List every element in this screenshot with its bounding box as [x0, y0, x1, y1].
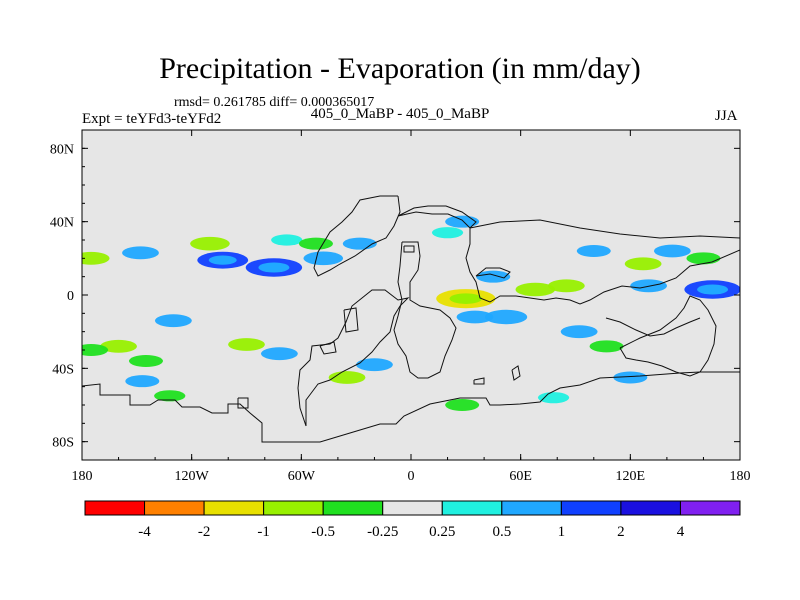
anomaly-region	[686, 252, 721, 265]
colorbar-swatch	[263, 500, 324, 516]
colorbar-label: -2	[198, 524, 211, 540]
coastline-island-d	[473, 377, 485, 385]
anomaly-region-core	[449, 293, 483, 304]
coastline-south-america	[297, 289, 410, 427]
x-tick-label: 0	[408, 469, 415, 484]
colorbar-label: -0.25	[367, 524, 398, 540]
comparison-label: 405_0_MaBP - 405_0_MaBP	[310, 106, 490, 122]
coastline-europe	[397, 205, 477, 229]
anomaly-region	[445, 399, 480, 411]
anomaly-layer	[82, 215, 740, 411]
anomaly-region	[515, 282, 556, 297]
anomaly-region	[82, 344, 109, 356]
colorbar-label: 2	[617, 524, 625, 540]
coastline-island-b	[237, 397, 249, 409]
anomaly-region-core	[208, 255, 237, 265]
experiment-label: Expt = teYFd3-teYFd2	[82, 111, 222, 127]
anomaly-region	[271, 234, 303, 246]
y-tick-label: 40N	[50, 216, 74, 231]
colorbar-label: 0.25	[429, 524, 455, 540]
colorbar-label: -4	[138, 524, 151, 540]
colorbar-swatch	[84, 500, 146, 516]
coastline-africa	[393, 241, 457, 379]
x-tick-label: 60E	[509, 469, 532, 484]
coastline-maritime-continent	[605, 317, 701, 337]
anomaly-region	[456, 310, 494, 324]
colorbar-swatch	[620, 500, 681, 516]
coastline-new-zealand	[343, 307, 359, 333]
anomaly-region	[82, 251, 110, 265]
anomaly-region	[589, 340, 624, 353]
coastline-antarctica	[82, 371, 740, 443]
anomaly-region-core	[697, 284, 729, 295]
y-tick-label: 40S	[52, 362, 74, 377]
y-tick-label: 0	[67, 289, 74, 304]
anomaly-region	[431, 227, 464, 239]
anomaly-region	[303, 251, 344, 266]
anomaly-region	[356, 358, 393, 372]
season-label: JJA	[715, 108, 738, 124]
anomaly-region	[484, 309, 528, 325]
colorbar-swatch	[203, 500, 265, 516]
anomaly-region	[122, 246, 159, 260]
coastline-madagascar	[511, 365, 521, 381]
colorbar-swatch	[322, 500, 384, 516]
anomaly-region	[624, 257, 662, 271]
coastline-arabia	[475, 267, 511, 279]
anomaly-region	[653, 244, 691, 258]
colorbar-swatch	[560, 500, 622, 516]
anomaly-region	[445, 215, 480, 228]
y-tick-label: 80S	[52, 436, 74, 451]
anomaly-region	[154, 314, 192, 328]
anomaly-region	[547, 279, 585, 293]
colorbar-swatch	[382, 500, 443, 516]
anomaly-region	[560, 325, 598, 339]
anomaly-region	[476, 270, 511, 283]
axis-ticks: 180 120W 60W 0 60E 120E 180 80N 40N 0 40S 80S	[50, 129, 751, 484]
map-background	[82, 130, 740, 460]
chart-title: Precipitation - Evaporation (in mm/day)	[159, 52, 641, 85]
anomaly-region-core	[258, 262, 290, 273]
anomaly-region	[298, 237, 333, 250]
coastline-layer	[82, 195, 740, 443]
anomaly-region	[154, 390, 186, 402]
colorbar-label: 4	[677, 524, 685, 540]
anomaly-region	[537, 392, 570, 404]
colorbar-swatch	[144, 500, 205, 516]
anomaly-region	[613, 371, 648, 384]
x-tick-label: 180	[72, 469, 93, 484]
rmsd-diff-stats: rmsd= 0.261785 diff= 0.000365017	[174, 95, 375, 110]
colorbar-label: 1	[558, 524, 566, 540]
coastline-island-c	[403, 245, 415, 253]
anomaly-region	[576, 245, 611, 257]
colorbar-swatch	[679, 500, 741, 516]
coastline-island-a	[319, 341, 337, 355]
colorbar-label: -1	[257, 524, 270, 540]
anomaly-region	[228, 338, 265, 351]
anomaly-region	[190, 236, 230, 251]
y-tick-label: 80N	[50, 142, 74, 157]
coastline-asia	[465, 219, 740, 305]
anomaly-region	[100, 339, 137, 353]
colorbar-swatch	[501, 500, 562, 516]
coastline-australia	[619, 295, 717, 377]
colorbar-label: -0.5	[311, 524, 335, 540]
coastline-north-america	[313, 195, 401, 277]
anomaly-region	[128, 355, 163, 367]
anomaly-region	[125, 375, 160, 388]
colorbar-legend: -4 -2 -1 -0.5 -0.25 0.25 0.5 1 2 4	[84, 500, 741, 540]
colorbar-label: 0.5	[492, 524, 511, 540]
colorbar-swatch	[441, 500, 503, 516]
x-tick-label: 120W	[175, 469, 210, 484]
x-tick-label: 120E	[616, 469, 646, 484]
anomaly-region	[261, 347, 298, 361]
x-tick-label: 60W	[288, 469, 316, 484]
x-tick-label: 180	[730, 469, 751, 484]
